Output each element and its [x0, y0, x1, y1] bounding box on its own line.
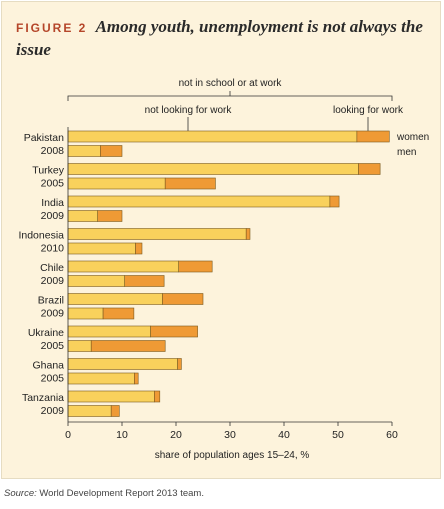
bar-women-not-looking	[67, 390, 155, 403]
category-label-country: Ukraine	[28, 327, 64, 339]
bar-women-not-looking	[67, 163, 359, 175]
category-label-country: Chile	[40, 262, 64, 274]
x-tick-label: 40	[278, 429, 290, 441]
bar-men-looking	[164, 177, 216, 190]
bar-women-looking	[356, 130, 390, 143]
annotation-not-looking: not looking for work	[145, 105, 233, 116]
bar-men-looking	[90, 340, 166, 352]
source-note: Source: World Development Report 2013 te…	[4, 488, 204, 499]
category-label-year: 2010	[41, 243, 65, 255]
bar-women-not-looking	[67, 195, 331, 208]
legend-men: men	[397, 147, 416, 158]
legend-women: women	[396, 132, 429, 143]
x-tick-label: 0	[65, 429, 71, 441]
bar-men-not-looking	[67, 177, 166, 190]
bar-women-not-looking	[67, 228, 247, 240]
bar-women-not-looking	[67, 260, 179, 273]
annotation-looking: looking for work	[333, 105, 404, 116]
bar-women-looking	[329, 195, 340, 208]
bar-men-not-looking	[67, 242, 136, 255]
bar-men-looking	[100, 145, 123, 157]
category-label-country: Ghana	[32, 360, 64, 372]
bar-women-looking	[150, 325, 198, 338]
category-label-year: 2005	[41, 340, 65, 352]
bar-women-looking	[245, 228, 251, 240]
category-label-year: 2009	[41, 210, 65, 222]
category-label-country: Turkey	[32, 165, 64, 177]
bracket-label: not in school or at work	[179, 78, 283, 89]
bar-men-looking	[110, 405, 120, 417]
bar-men-looking	[135, 242, 143, 255]
category-label-year: 2008	[41, 145, 65, 157]
bar-chart: not in school or at work not looking for …	[18, 78, 429, 461]
category-label-country: Tanzania	[22, 392, 64, 404]
x-tick-label: 50	[332, 429, 344, 441]
category-label-year: 2009	[41, 308, 65, 320]
x-tick-label: 20	[170, 429, 182, 441]
bar-women-looking	[358, 163, 381, 175]
source-label: Source:	[4, 488, 37, 499]
figure-label: FIGURE 2	[16, 21, 88, 35]
bar-women-not-looking	[67, 358, 178, 370]
bar-men-not-looking	[67, 145, 101, 157]
bar-men-looking	[97, 210, 123, 222]
bar-women-not-looking	[67, 325, 151, 338]
category-label-country: India	[41, 197, 64, 209]
category-label-year: 2009	[41, 405, 65, 417]
bar-women-not-looking	[67, 293, 163, 305]
bar-men-not-looking	[67, 340, 92, 352]
bar-women-looking	[178, 260, 213, 273]
figure-title-text: Among youth, unemployment is not always …	[16, 17, 423, 59]
category-label-year: 2005	[41, 178, 65, 190]
category-label-year: 2009	[41, 275, 65, 287]
bar-women-looking	[154, 390, 161, 403]
x-tick-label: 10	[116, 429, 128, 441]
bar-men-not-looking	[67, 275, 126, 287]
bar-men-looking	[102, 307, 135, 320]
x-tick-label: 60	[386, 429, 398, 441]
x-tick-label: 30	[224, 429, 236, 441]
figure-title: FIGURE 2 Among youth, unemployment is no…	[16, 16, 426, 60]
bracket-line	[67, 95, 393, 101]
bar-women-looking	[162, 293, 204, 305]
source-text: World Development Report 2013 team.	[39, 488, 204, 499]
bar-men-not-looking	[67, 372, 135, 385]
bar-men-not-looking	[67, 307, 104, 320]
bar-men-not-looking	[67, 405, 112, 417]
bar-men-not-looking	[67, 210, 99, 222]
bar-men-looking	[134, 372, 139, 385]
bar-men-looking	[124, 275, 165, 287]
category-label-country: Indonesia	[18, 230, 64, 242]
category-label-year: 2005	[41, 373, 65, 385]
category-label-country: Brazil	[38, 295, 64, 307]
bar-women-not-looking	[67, 130, 358, 143]
x-axis-title: share of population ages 15–24, %	[155, 450, 310, 461]
category-label-country: Pakistan	[24, 132, 64, 144]
bar-women-looking	[177, 358, 182, 370]
